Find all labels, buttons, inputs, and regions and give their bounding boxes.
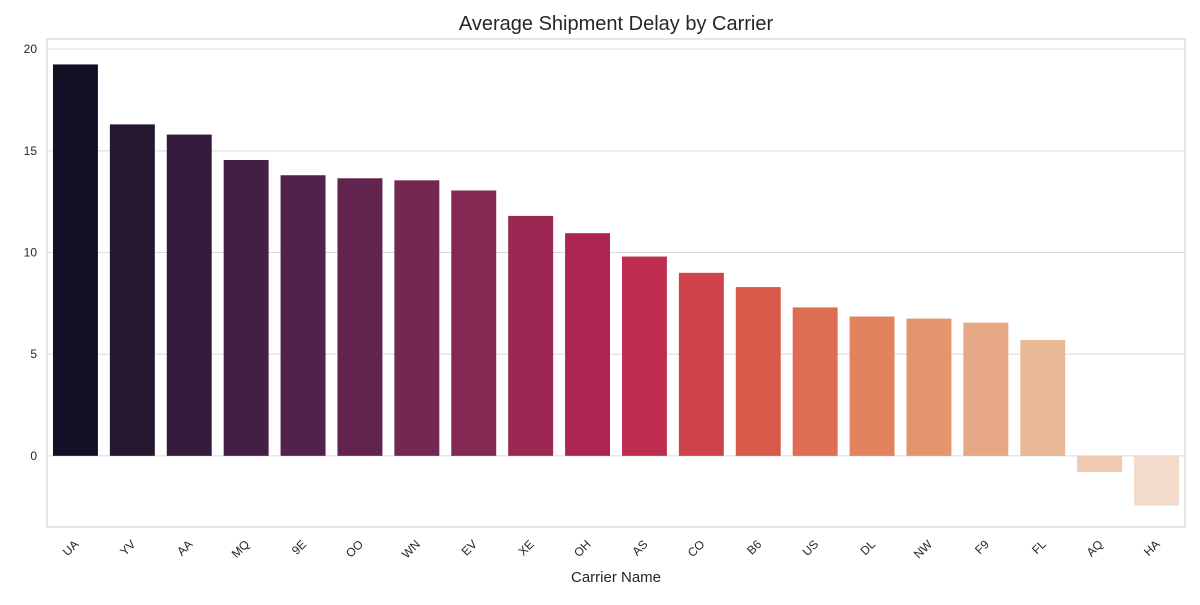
x-tick-label: HA: [1141, 537, 1163, 559]
y-tick-label: 20: [24, 42, 38, 56]
grid-lines: [47, 48, 1185, 457]
x-tick-label: B6: [744, 537, 765, 558]
x-axis-label: Carrier Name: [571, 569, 661, 586]
bar-us: [792, 307, 838, 456]
x-tick-label: UA: [60, 537, 82, 559]
bar-oo: [337, 178, 383, 456]
x-tick-label: OH: [571, 537, 594, 560]
bar-co: [678, 272, 724, 456]
bar-mq: [223, 159, 269, 456]
bars: [52, 64, 1180, 506]
bar-aq: [1077, 455, 1123, 473]
bar-fl: [1020, 339, 1066, 456]
x-tick-label: AA: [174, 537, 195, 558]
x-tick-label: AQ: [1084, 537, 1106, 559]
y-tick-label: 5: [30, 347, 37, 361]
bar-oh: [565, 233, 611, 456]
bar-b6: [735, 287, 781, 456]
bar-f9: [963, 322, 1009, 456]
x-tick-label: AS: [629, 537, 650, 558]
x-tick-label: EV: [459, 537, 480, 558]
x-tick-label: 9E: [289, 537, 309, 557]
bar-nw: [906, 318, 952, 456]
y-tick-label: 0: [30, 449, 37, 463]
x-tick-label: MQ: [229, 537, 253, 561]
bar-as: [621, 256, 667, 456]
x-tick-label: OO: [343, 537, 366, 560]
plot-frame: [46, 38, 1186, 528]
x-tick-labels: UA YV AA MQ 9E OO WN EV XE OH AS CO B6 US DL NW F9 FL AQ HA: [60, 537, 1163, 562]
bar-ev: [451, 190, 497, 456]
bar-xe: [508, 215, 554, 456]
bar-wn: [394, 180, 440, 456]
x-tick-label: US: [800, 537, 822, 559]
x-tick-label: XE: [516, 537, 537, 558]
x-tick-label: DL: [857, 537, 878, 558]
x-tick-label: CO: [685, 537, 708, 560]
bar-dl: [849, 316, 895, 456]
bar-ua: [52, 64, 98, 456]
y-tick-label: 15: [24, 144, 38, 158]
bar-yv: [109, 124, 155, 456]
y-tick-label: 10: [24, 246, 38, 260]
chart-title: Average Shipment Delay by Carrier: [459, 13, 774, 35]
bar-aa: [166, 134, 212, 456]
bar-ha: [1134, 455, 1180, 506]
x-tick-label: YV: [117, 537, 138, 558]
x-tick-label: WN: [399, 537, 423, 561]
x-tick-label: FL: [1029, 537, 1049, 557]
y-tick-labels: 0 5 10 15 20: [24, 42, 38, 463]
bar-9e: [280, 175, 326, 456]
x-tick-label: F9: [972, 537, 992, 557]
x-tick-label: NW: [911, 537, 936, 562]
